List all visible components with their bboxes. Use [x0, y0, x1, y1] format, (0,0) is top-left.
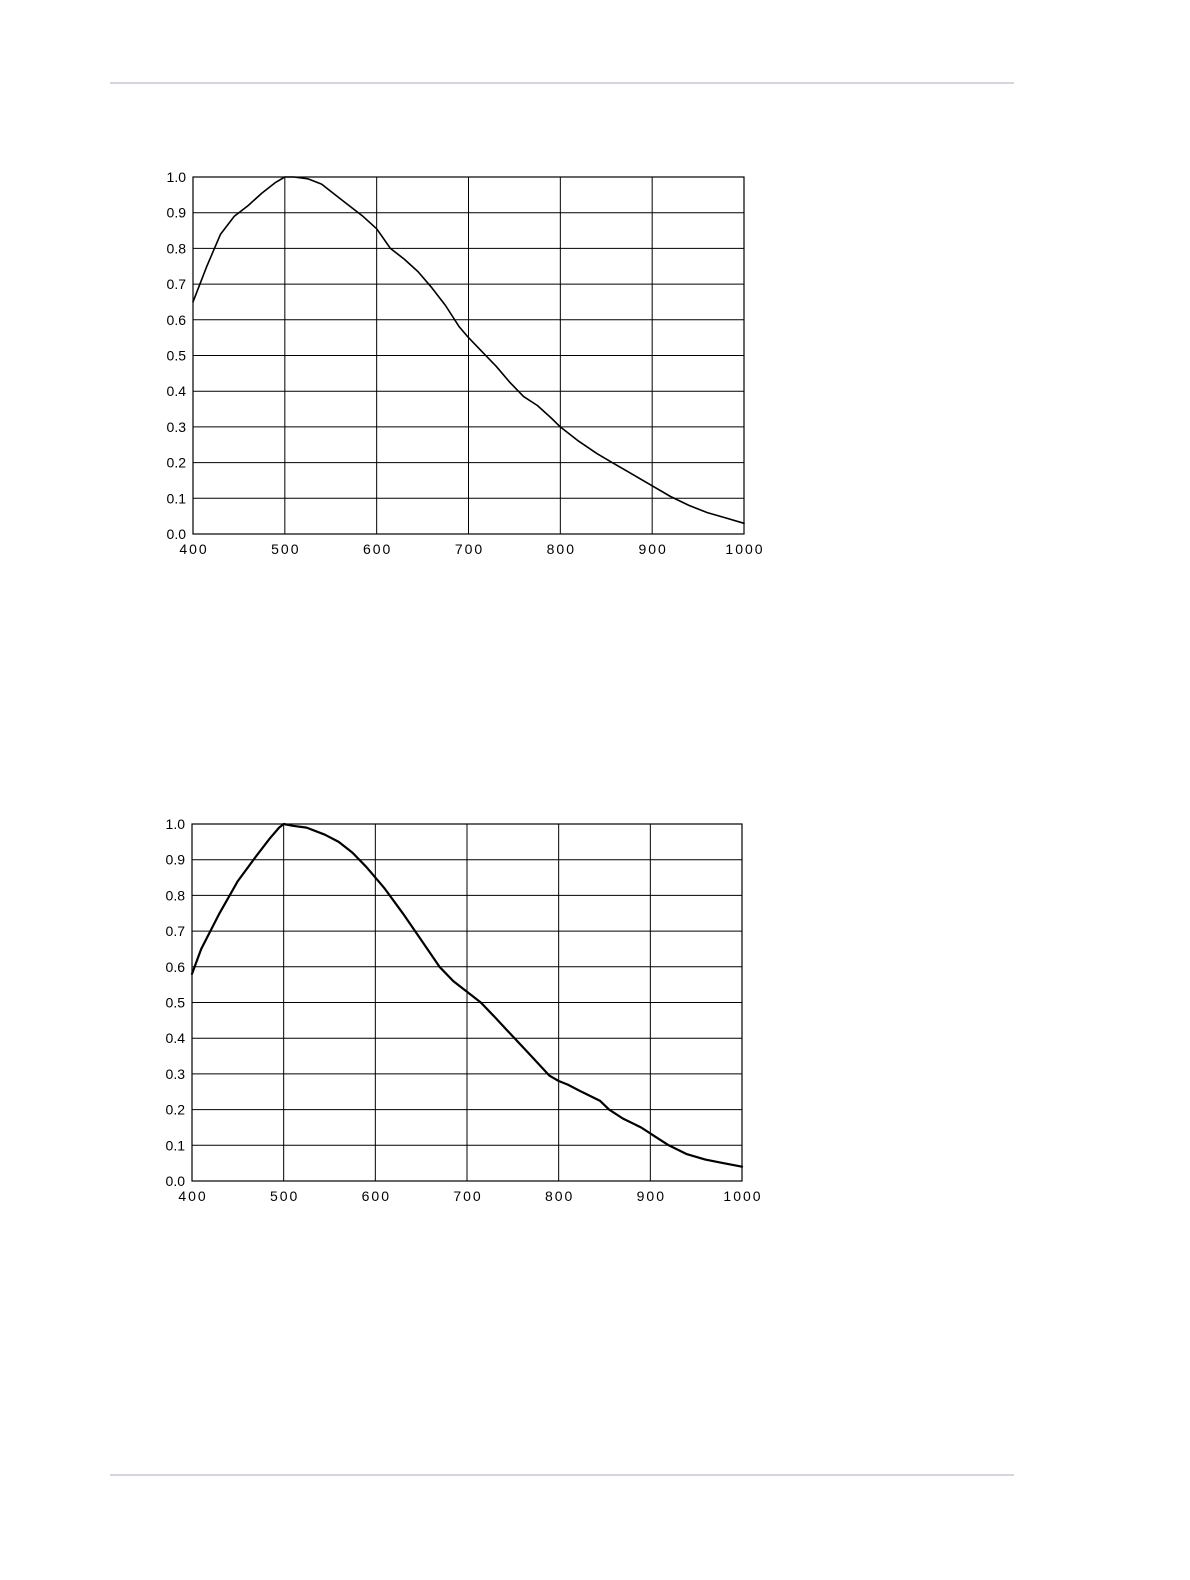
chart-2-y-tick-label: 0.2	[166, 1102, 186, 1118]
chart-2-y-tick-label: 0.3	[166, 1066, 186, 1082]
chart-2-y-tick-label: 0.1	[166, 1137, 186, 1153]
chart-1-y-tick-label: 0.0	[167, 526, 187, 542]
chart-2-y-tick-label: 0.7	[166, 923, 186, 939]
chart-1-y-tick-label: 0.6	[167, 312, 187, 328]
chart-2-y-tick-label: 0.0	[166, 1173, 186, 1189]
chart-2-y-tick-label: 0.8	[166, 887, 186, 903]
chart-2-y-tick-label: 1.0	[166, 816, 186, 832]
chart-2-y-tick-label: 0.9	[166, 852, 186, 868]
chart-1-y-tick-label: 0.5	[167, 348, 187, 364]
chart-1-group: 0.0 0.1 0.2 0.3 0.4 0.5 0.6 0.7 0.8 0.9 1.0 400 500 6…	[167, 169, 764, 557]
chart-1-x-tick-label: 900	[638, 541, 667, 557]
header-rule	[110, 82, 1014, 84]
chart-1-x-tick-label: 700	[455, 541, 484, 557]
chart-2-x-tick-label: 1000	[723, 1188, 762, 1204]
chart-2-x-tick-label: 600	[362, 1188, 391, 1204]
footer-rule	[110, 1474, 1014, 1476]
chart-2-frame	[191, 823, 743, 1182]
chart-2-y-tick-label: 0.5	[166, 995, 186, 1011]
chart-1-frame	[192, 176, 745, 535]
chart-1-x-tick-label: 500	[271, 541, 300, 557]
chart-1-y-tick-label: 0.1	[167, 490, 187, 506]
chart-1-x-tick-label: 800	[547, 541, 576, 557]
chart-1-y-tick-label: 0.2	[167, 455, 187, 471]
chart-2-y-tick-label: 0.6	[166, 959, 186, 975]
chart-2-y-tick-label: 0.4	[166, 1030, 186, 1046]
chart-2-x-tick-label: 500	[270, 1188, 299, 1204]
chart-1-series-line	[192, 176, 745, 525]
chart-2-x-tick-label: 400	[178, 1188, 207, 1204]
chart-1-y-tick-label: 0.4	[167, 383, 187, 399]
chart-2-x-tick-label: 700	[453, 1188, 482, 1204]
chart-1-y-tick-label: 0.9	[167, 205, 187, 221]
chart-1-y-tick-label: 0.8	[167, 240, 187, 256]
chart-1-y-tick-label: 0.7	[167, 276, 187, 292]
chart-2-x-tick-label: 800	[545, 1188, 574, 1204]
chart-1-y-tick-label: 1.0	[167, 169, 187, 185]
chart-2-series-line	[190, 822, 744, 1168]
chart-1-x-tick-label: 1000	[725, 541, 764, 557]
chart-1-y-tick-label: 0.3	[167, 419, 187, 435]
chart-1-x-tick-label: 400	[179, 541, 208, 557]
chart-2-x-tick-label: 900	[637, 1188, 666, 1204]
chart-1-x-tick-label: 600	[363, 541, 392, 557]
chart-2-group: 0.0 0.1 0.2 0.3 0.4 0.5 0.6 0.7 0.8 0.9 1.0 400 500 6…	[166, 816, 762, 1204]
